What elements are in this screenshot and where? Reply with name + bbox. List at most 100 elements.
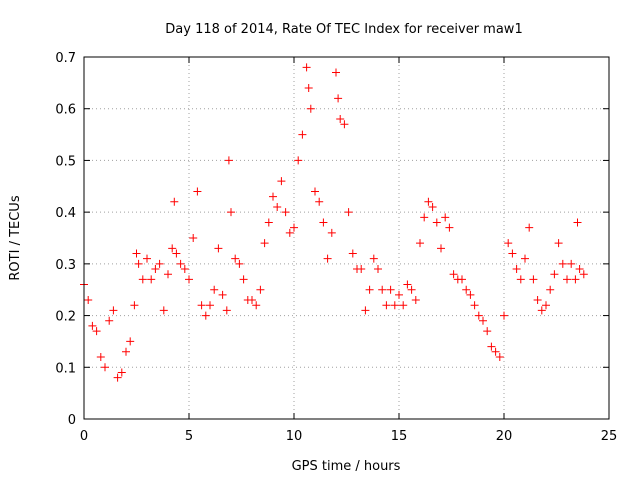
data-point <box>437 244 445 253</box>
data-point <box>197 301 206 310</box>
grid-lines <box>84 57 609 419</box>
x-axis-label: GPS time / hours <box>292 459 401 474</box>
y-tick-label: 0.3 <box>55 258 76 273</box>
data-point <box>117 368 126 377</box>
data-point <box>168 244 177 253</box>
data-point <box>537 306 546 315</box>
data-point <box>546 285 555 294</box>
data-point <box>332 68 340 77</box>
data-point <box>449 270 458 279</box>
data-point <box>365 285 374 294</box>
data-point <box>542 301 550 310</box>
data-point <box>132 249 141 258</box>
axis-ticks <box>83 56 610 420</box>
y-tick-label: 0.7 <box>55 51 76 66</box>
data-point <box>290 223 298 232</box>
data-point <box>529 275 538 284</box>
data-point <box>159 306 168 315</box>
data-point <box>151 265 160 274</box>
data-point <box>298 130 307 139</box>
data-point <box>323 254 332 263</box>
data-point <box>260 239 269 248</box>
data-point <box>575 265 584 274</box>
data-point <box>210 285 219 294</box>
data-point <box>554 239 563 248</box>
data-point <box>311 187 319 196</box>
data-point <box>281 208 290 217</box>
data-point <box>500 311 508 320</box>
data-point <box>395 290 403 299</box>
data-point <box>558 259 567 268</box>
axis-tick-labels: 0 5 10 15 20 25 0 0.1 0.2 0.3 0.4 0.5 0.6 0.7 <box>55 51 617 444</box>
data-point <box>416 239 424 248</box>
x-tick-label: 20 <box>496 429 513 444</box>
x-tick-label: 0 <box>80 429 88 444</box>
data-point <box>218 290 227 299</box>
data-point <box>525 223 534 232</box>
data-point <box>521 254 529 263</box>
data-point <box>407 285 416 294</box>
data-point <box>441 213 450 222</box>
data-point <box>432 218 441 227</box>
data-point <box>92 327 101 336</box>
data-point <box>101 363 109 372</box>
data-point <box>143 254 151 263</box>
data-point <box>315 197 324 206</box>
data-point <box>470 301 479 310</box>
data-point <box>474 311 483 320</box>
data-point <box>533 296 542 305</box>
data-point <box>109 306 118 315</box>
data-point <box>348 249 357 258</box>
data-point <box>411 296 420 305</box>
data-point <box>273 202 282 211</box>
data-point <box>567 259 576 268</box>
data-point <box>361 306 370 315</box>
data-point <box>227 208 235 217</box>
data-point <box>222 306 231 315</box>
data-point <box>424 197 433 206</box>
plot-frame <box>83 56 610 420</box>
data-point <box>340 120 349 129</box>
data-point <box>512 265 521 274</box>
chart-title: Day 118 of 2014, Rate Of TEC Index for r… <box>165 22 522 37</box>
y-tick-label: 0.6 <box>55 103 76 118</box>
data-point <box>285 228 294 237</box>
y-axis-label: ROTI / TECUs <box>8 195 23 280</box>
data-point <box>256 285 265 294</box>
y-tick-label: 0.2 <box>55 310 76 325</box>
x-tick-label: 10 <box>286 429 303 444</box>
y-tick-label: 0.4 <box>55 206 76 221</box>
data-point <box>269 192 277 201</box>
data-point <box>390 301 399 310</box>
data-point <box>84 296 93 305</box>
y-tick-label: 0.1 <box>55 361 76 376</box>
data-point <box>319 218 328 227</box>
data-point <box>224 156 233 165</box>
data-point <box>122 347 130 356</box>
data-point <box>382 301 391 310</box>
data-point <box>334 94 343 103</box>
data-point <box>105 316 114 325</box>
data-point <box>239 275 248 284</box>
data-point <box>201 311 210 320</box>
data-point <box>516 275 525 284</box>
data-point <box>374 265 382 274</box>
data-point <box>386 285 395 294</box>
data-point <box>302 63 311 72</box>
data-point <box>579 270 588 279</box>
x-tick-label: 15 <box>391 429 408 444</box>
data-points <box>80 63 588 382</box>
data-point <box>252 301 261 310</box>
data-point <box>214 244 223 253</box>
y-tick-label: 0 <box>68 413 76 428</box>
data-point <box>88 321 97 330</box>
data-point <box>483 327 492 336</box>
data-point <box>327 228 336 237</box>
data-point <box>193 187 202 196</box>
data-point <box>420 213 429 222</box>
data-point <box>495 352 504 361</box>
data-point <box>155 259 164 268</box>
data-point <box>304 84 313 93</box>
data-point <box>180 265 189 274</box>
